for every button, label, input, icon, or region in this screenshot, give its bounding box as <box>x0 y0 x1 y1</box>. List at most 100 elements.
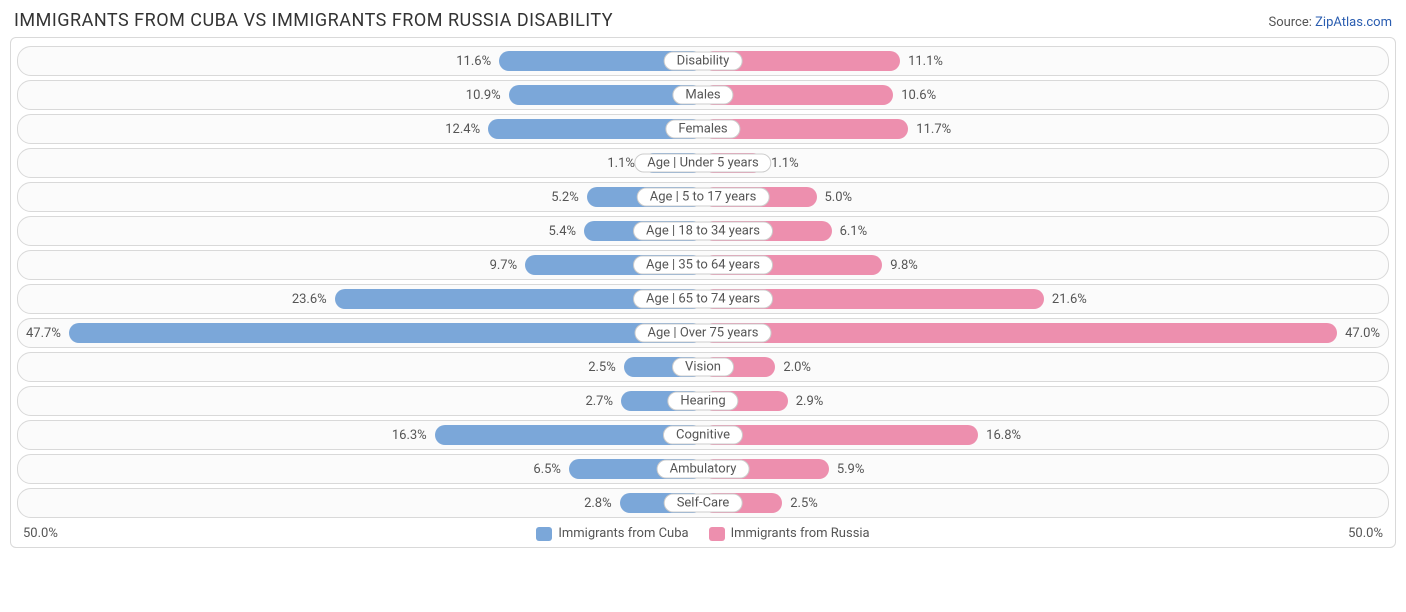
chart-rows: 11.6% 11.1% Disability 10.9% 10.6% Males 12.4%… <box>17 46 1389 518</box>
chart-row: 47.7% 47.0% Age | Over 75 years <box>17 318 1389 348</box>
left-value-label: 11.6% <box>448 54 499 69</box>
row-right-half: 9.8% <box>703 251 1388 279</box>
left-value-label: 5.4% <box>540 224 584 239</box>
right-value-label: 16.8% <box>978 428 1029 443</box>
row-right-half: 16.8% <box>703 421 1388 449</box>
chart-row: 10.9% 10.6% Males <box>17 80 1389 110</box>
left-value-label: 23.6% <box>284 292 335 307</box>
right-value-label: 10.6% <box>893 88 944 103</box>
chart-row: 6.5% 5.9% Ambulatory <box>17 454 1389 484</box>
right-value-label: 5.9% <box>829 462 873 477</box>
axis-left-label: 50.0% <box>23 526 58 541</box>
left-value-label: 5.2% <box>543 190 587 205</box>
category-label: Age | 5 to 17 years <box>637 188 770 207</box>
legend-swatch-right <box>709 527 725 541</box>
category-label: Age | Under 5 years <box>634 154 771 173</box>
category-label: Hearing <box>667 392 738 411</box>
row-left-half: 5.4% <box>18 217 703 245</box>
row-left-half: 5.2% <box>18 183 703 211</box>
right-value-label: 21.6% <box>1044 292 1095 307</box>
right-value-label: 5.0% <box>817 190 861 205</box>
right-value-label: 11.7% <box>908 122 959 137</box>
chart-row: 2.5%2.0%Vision <box>17 352 1389 382</box>
chart-row: 23.6% 21.6% Age | 65 to 74 years <box>17 284 1389 314</box>
left-value-label: 2.5% <box>580 360 624 375</box>
category-label: Age | 65 to 74 years <box>633 290 773 309</box>
legend: Immigrants from Cuba Immigrants from Rus… <box>536 526 869 541</box>
right-bar <box>703 323 1337 343</box>
axis-legend-row: 50.0% Immigrants from Cuba Immigrants fr… <box>17 522 1389 543</box>
category-label: Age | Over 75 years <box>635 324 772 343</box>
chart-row: 1.1%1.1%Age | Under 5 years <box>17 148 1389 178</box>
category-label: Cognitive <box>663 426 743 445</box>
category-label: Age | 18 to 34 years <box>633 222 773 241</box>
left-value-label: 2.8% <box>576 496 620 511</box>
row-left-half: 2.8% <box>18 489 703 517</box>
left-value-label: 47.7% <box>18 326 69 341</box>
row-right-half: 1.1% <box>703 149 1388 177</box>
row-right-half: 47.0% <box>703 319 1388 347</box>
chart-row: 11.6% 11.1% Disability <box>17 46 1389 76</box>
legend-swatch-left <box>536 527 552 541</box>
row-right-half: 10.6% <box>703 81 1388 109</box>
category-label: Ambulatory <box>657 460 750 479</box>
legend-item-right: Immigrants from Russia <box>709 526 870 541</box>
chart-row: 2.8% 2.5% Self-Care <box>17 488 1389 518</box>
row-right-half: 2.0% <box>703 353 1388 381</box>
chart-row: 12.4% 11.7% Females <box>17 114 1389 144</box>
category-label: Age | 35 to 64 years <box>633 256 773 275</box>
row-right-half: 2.5% <box>703 489 1388 517</box>
chart-row: 5.4% 6.1% Age | 18 to 34 years <box>17 216 1389 246</box>
row-left-half: 2.7% <box>18 387 703 415</box>
row-left-half: 47.7% <box>18 319 703 347</box>
right-value-label: 6.1% <box>832 224 876 239</box>
row-right-half: 6.1% <box>703 217 1388 245</box>
category-label: Females <box>665 120 740 139</box>
left-value-label: 9.7% <box>482 258 526 273</box>
category-label: Males <box>672 86 733 105</box>
left-value-label: 6.5% <box>525 462 569 477</box>
left-value-label: 16.3% <box>384 428 435 443</box>
chart-row: 2.7% 2.9% Hearing <box>17 386 1389 416</box>
row-left-half: 12.4% <box>18 115 703 143</box>
row-right-half: 5.9% <box>703 455 1388 483</box>
right-value-label: 2.5% <box>782 496 826 511</box>
left-value-label: 12.4% <box>437 122 488 137</box>
row-left-half: 1.1% <box>18 149 703 177</box>
source-prefix: Source: <box>1268 15 1315 30</box>
row-right-half: 11.7% <box>703 115 1388 143</box>
right-value-label: 2.9% <box>788 394 832 409</box>
right-value-label: 9.8% <box>882 258 926 273</box>
row-right-half: 21.6% <box>703 285 1388 313</box>
row-left-half: 16.3% <box>18 421 703 449</box>
left-value-label: 10.9% <box>458 88 509 103</box>
chart-row: 9.7% 9.8% Age | 35 to 64 years <box>17 250 1389 280</box>
right-value-label: 2.0% <box>775 360 819 375</box>
chart-row: 16.3% 16.8% Cognitive <box>17 420 1389 450</box>
left-value-label: 2.7% <box>577 394 621 409</box>
chart-title: IMMIGRANTS FROM CUBA VS IMMIGRANTS FROM … <box>14 10 613 31</box>
row-left-half: 6.5% <box>18 455 703 483</box>
chart-container: 11.6% 11.1% Disability 10.9% 10.6% Males 12.4%… <box>10 37 1396 548</box>
chart-row: 5.2% 5.0% Age | 5 to 17 years <box>17 182 1389 212</box>
right-bar <box>703 425 978 445</box>
row-left-half: 23.6% <box>18 285 703 313</box>
row-left-half: 11.6% <box>18 47 703 75</box>
right-value-label: 11.1% <box>900 54 951 69</box>
category-label: Disability <box>664 52 743 71</box>
source-attribution: Source: ZipAtlas.com <box>1268 15 1392 30</box>
row-right-half: 5.0% <box>703 183 1388 211</box>
header: IMMIGRANTS FROM CUBA VS IMMIGRANTS FROM … <box>0 0 1406 37</box>
row-right-half: 2.9% <box>703 387 1388 415</box>
left-bar <box>69 323 703 343</box>
row-left-half: 10.9% <box>18 81 703 109</box>
row-left-half: 2.5% <box>18 353 703 381</box>
row-right-half: 11.1% <box>703 47 1388 75</box>
source-link[interactable]: ZipAtlas.com <box>1315 15 1392 30</box>
category-label: Self-Care <box>664 494 743 513</box>
row-left-half: 9.7% <box>18 251 703 279</box>
right-value-label: 47.0% <box>1337 326 1388 341</box>
axis-right-label: 50.0% <box>1348 526 1383 541</box>
legend-label-right: Immigrants from Russia <box>731 526 870 541</box>
legend-item-left: Immigrants from Cuba <box>536 526 688 541</box>
